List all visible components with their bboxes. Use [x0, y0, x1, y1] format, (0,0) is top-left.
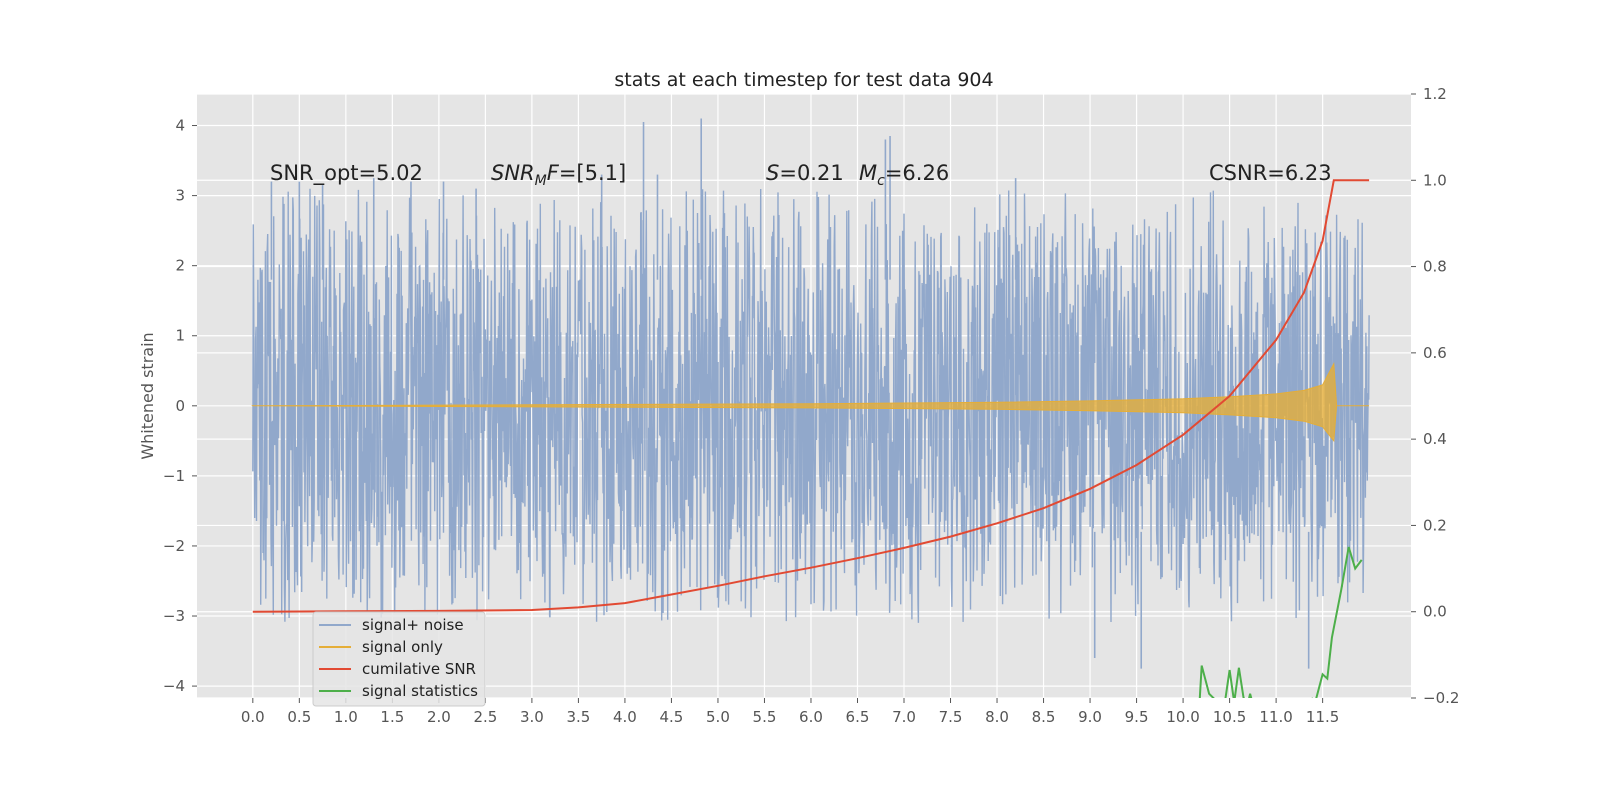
- y-tick-label: 4: [175, 117, 185, 135]
- legend-label-signal-statistics: signal statistics: [362, 682, 478, 700]
- x-tick-label: 2.0: [427, 708, 451, 726]
- annotation-mc: Mc=6.26: [859, 161, 949, 189]
- x-tick-label: 2.5: [473, 708, 497, 726]
- x-tick-label: 11.5: [1306, 708, 1339, 726]
- x-tick-label: 4.0: [613, 708, 637, 726]
- x-tick-label: 1.5: [380, 708, 404, 726]
- y-tick-label: 0: [175, 397, 185, 415]
- y2-tick-label: 0.6: [1423, 344, 1447, 362]
- x-tick-label: 11.0: [1259, 708, 1292, 726]
- legend-label-signal-noise: signal+ noise: [362, 616, 464, 634]
- y2-tick-label: 0.8: [1423, 258, 1447, 276]
- y-tick-label: −1: [163, 467, 185, 485]
- annotation-csnr: CSNR=6.23: [1209, 161, 1332, 185]
- x-tick-label: 0.0: [241, 708, 265, 726]
- series-signal-noise: [252, 188, 1370, 623]
- x-tick-label: 10.5: [1213, 708, 1246, 726]
- x-tick-label: 3.5: [566, 708, 590, 726]
- y2-tick-label: 1.0: [1423, 171, 1447, 189]
- x-tick-label: 8.0: [985, 708, 1009, 726]
- annotation-snr-mf-symbol: SNR: [491, 161, 535, 185]
- x-tick-label: 0.5: [287, 708, 311, 726]
- legend: signal+ noise signal only cumilative SNR…: [312, 611, 486, 707]
- series-signal-only: [251, 362, 1370, 443]
- legend-label-signal-only: signal only: [362, 638, 443, 656]
- x-tick-label: 9.5: [1125, 708, 1149, 726]
- y2-tick-label: −0.2: [1423, 689, 1459, 707]
- y-tick-label: 2: [175, 257, 185, 275]
- x-tick-label: 5.5: [753, 708, 777, 726]
- y2-tick-label: 1.2: [1423, 85, 1447, 103]
- x-tick-label: 5.0: [706, 708, 730, 726]
- y-tick-label: 1: [175, 327, 185, 345]
- annotation-mc-value: =6.26: [885, 161, 949, 185]
- annotation-snr-mf-value: =[5.1]: [559, 161, 626, 185]
- y-tick-label: −4: [163, 677, 185, 695]
- y-tick-label: −2: [163, 537, 185, 555]
- y-tick-label: −3: [163, 607, 185, 625]
- x-tick-label: 8.5: [1032, 708, 1056, 726]
- y2-tick-label: 0.2: [1423, 516, 1447, 534]
- y2-tick-label: 0.4: [1423, 430, 1447, 448]
- series-cumulative-snr: [252, 179, 1370, 613]
- x-tick-label: 7.5: [939, 708, 963, 726]
- x-tick-label: 3.0: [520, 708, 544, 726]
- y-axis-label: Whitened strain: [138, 332, 157, 459]
- x-tick-label: 4.5: [660, 708, 684, 726]
- annotations: SNR_opt=5.02 SNRMF=[5.1] S=0.21 Mc=6.26 …: [270, 161, 1332, 189]
- x-tick-label: 10.0: [1166, 708, 1199, 726]
- x-tick-label: 1.0: [334, 708, 358, 726]
- series-signal-statistics: [1311, 546, 1363, 698]
- legend-box: [312, 611, 486, 707]
- series-signal-statistics: [1198, 665, 1253, 698]
- annotation-s-symbol: S: [766, 161, 779, 185]
- x-tick-label: 9.0: [1078, 708, 1102, 726]
- annotation-snr-mf-symbol2: F: [547, 161, 560, 185]
- y2-tick-label: 0.0: [1423, 603, 1447, 621]
- x-tick-label: 6.0: [799, 708, 823, 726]
- series-layer: [251, 118, 1370, 698]
- axes: 0.0 0.5 1.0 1.5 2.0 2.5 3.0 3.5 4.0 4.5 5.0 5.5 6.0 6…: [163, 85, 1460, 726]
- legend-label-cumulative-snr: cumilative SNR: [362, 660, 476, 678]
- chart-title: stats at each timestep for test data 904: [614, 69, 993, 91]
- annotation-mc-symbol: M: [859, 161, 877, 185]
- x-tick-label: 7.0: [892, 708, 916, 726]
- annotation-s: S=0.21: [766, 161, 844, 185]
- annotation-s-value: =0.21: [779, 161, 843, 185]
- annotation-snr-mf: SNRMF=[5.1]: [491, 161, 626, 189]
- y-tick-label: 3: [175, 187, 185, 205]
- annotation-snr-opt: SNR_opt=5.02: [270, 161, 423, 186]
- annotation-mc-subscript: c: [877, 173, 885, 189]
- x-tick-label: 6.5: [846, 708, 870, 726]
- annotation-snr-mf-subscript: M: [535, 173, 547, 189]
